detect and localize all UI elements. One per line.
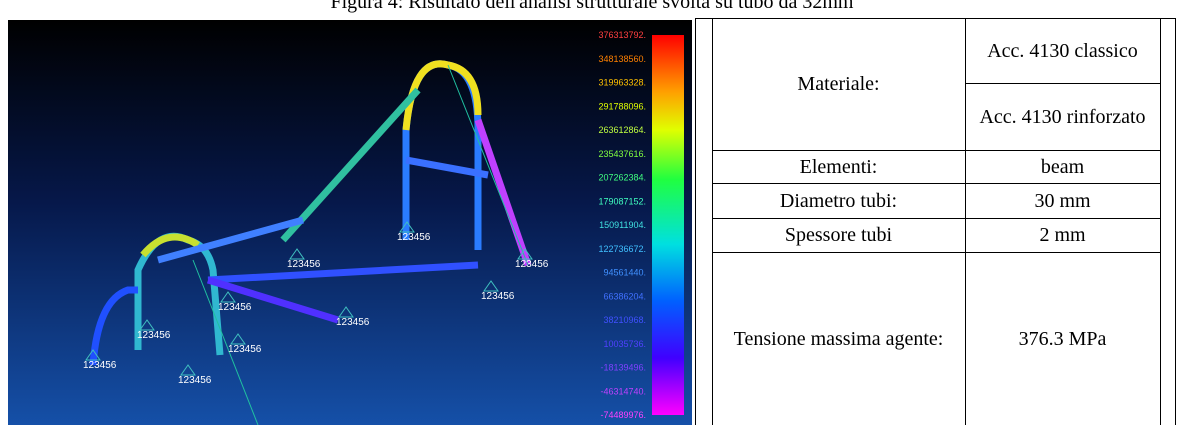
table-border (712, 218, 1160, 219)
legend-label: 319963328. (598, 78, 646, 88)
label-cell: Materiale: (712, 18, 965, 150)
node-label: 123456 (137, 330, 171, 341)
cell-text: Acc. 4130 classico (987, 39, 1138, 63)
cell-text: Diametro tubi: (780, 189, 897, 213)
value-cell: 376.3 MPa (965, 252, 1160, 425)
cell-text: Materiale: (797, 72, 879, 96)
node-label: 123456 (287, 259, 321, 270)
table-border (712, 252, 1160, 253)
cell-text: Elementi: (800, 155, 878, 179)
legend-label: 94561440. (603, 268, 646, 278)
legend-label: 10035736. (603, 339, 646, 349)
legend-label: -18139496. (600, 363, 646, 373)
fem-figure: 376313792. 348138560. 319963328. 291788096.… (8, 20, 692, 425)
node-label: 123456 (83, 360, 117, 371)
table-border (712, 183, 1160, 184)
legend-label: 207262384. (598, 173, 646, 183)
cell-text: 30 mm (1034, 189, 1090, 213)
value-cell: 30 mm (965, 183, 1160, 218)
node-label: 123456 (481, 291, 515, 302)
legend-label: 122736672. (598, 244, 646, 254)
node-label: 123456 (336, 317, 370, 328)
table-border (1175, 18, 1176, 425)
node-label: 123456 (178, 375, 212, 386)
node-label: 123456 (228, 344, 262, 355)
color-bar (652, 35, 684, 415)
cell-text: Acc. 4130 rinforzato (979, 105, 1145, 129)
cell-text: 2 mm (1039, 223, 1085, 247)
value-cell: Acc. 4130 classico (965, 18, 1160, 84)
legend-label: -46314740. (600, 386, 646, 396)
legend-label: 66386204. (603, 291, 646, 301)
legend-label: 179087152. (598, 196, 646, 206)
table-border (695, 18, 696, 425)
legend-label: 263612864. (598, 125, 646, 135)
label-cell: Tensione massima agente: (712, 252, 965, 425)
value-cell: 2 mm (965, 218, 1160, 252)
label-cell: Spessore tubi (712, 218, 965, 252)
table-border (712, 18, 713, 425)
table-border (712, 150, 1160, 151)
label-cell: Elementi: (712, 150, 965, 183)
node-label: 123456 (218, 302, 252, 313)
table-border (965, 18, 966, 425)
legend-label: 376313792. (598, 30, 646, 40)
label-cell: Diametro tubi: (712, 183, 965, 218)
value-cell: beam (965, 150, 1160, 183)
table-border (965, 83, 1160, 84)
legend-label: 235437616. (598, 149, 646, 159)
legend-label: 38210968. (603, 315, 646, 325)
legend-label: -74489976. (600, 410, 646, 420)
cell-text: 376.3 MPa (1019, 327, 1107, 351)
node-label: 123456 (515, 259, 549, 270)
legend-label: 291788096. (598, 101, 646, 111)
cell-text: Spessore tubi (785, 223, 892, 247)
cell-text: Tensione massima agente: (734, 327, 944, 351)
node-label: 123456 (397, 232, 431, 243)
legend-label: 150911904. (599, 220, 646, 230)
page: Figura 4: Risultato dell'analisi struttu… (0, 0, 1184, 425)
table-border (695, 18, 1176, 19)
value-cell: Acc. 4130 rinforzato (965, 84, 1160, 150)
caption: Figura 4: Risultato dell'analisi struttu… (0, 0, 1184, 14)
legend-label: 348138560. (598, 54, 646, 64)
table-border (1160, 18, 1161, 425)
cell-text: beam (1041, 155, 1084, 179)
